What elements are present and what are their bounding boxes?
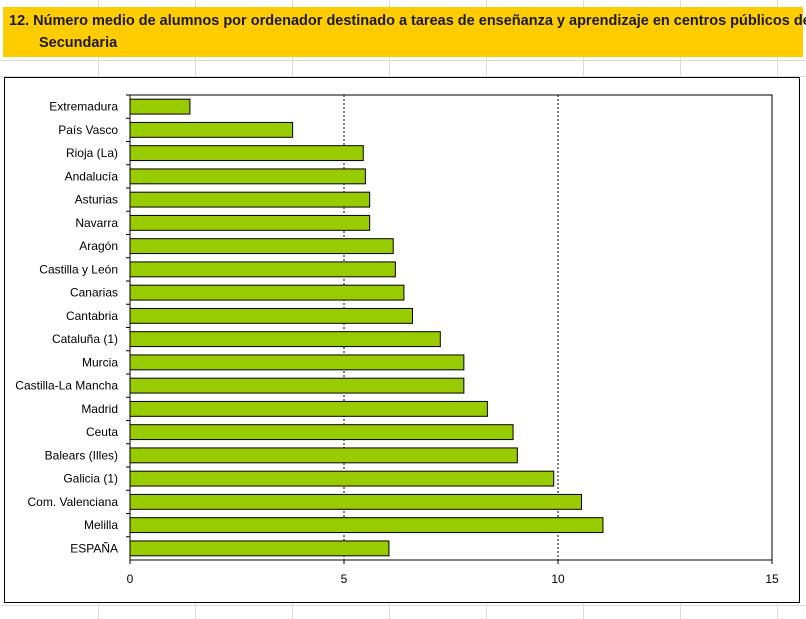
bar <box>129 354 465 371</box>
sheet-row-line <box>0 76 806 77</box>
category-label: Castilla y León <box>39 262 118 276</box>
chart-title: 12. Número medio de alumnos por ordenado… <box>9 13 806 51</box>
plot-area <box>129 94 773 561</box>
sheet-row-line <box>0 60 806 61</box>
bar <box>129 168 366 185</box>
bar <box>129 307 413 324</box>
bar <box>129 98 191 115</box>
sheet-row-line <box>0 605 806 606</box>
category-label: Murcia <box>82 355 118 369</box>
bar <box>129 238 394 255</box>
bar <box>129 331 441 348</box>
bar <box>129 493 583 510</box>
bar <box>129 284 405 301</box>
category-label: Extremadura <box>49 100 118 114</box>
category-label: Melilla <box>84 518 118 532</box>
category-label: ESPAÑA <box>70 541 118 555</box>
x-tick-label: 15 <box>765 572 779 586</box>
bar-chart: Extremadura País Vasco Rioja (La) Andalucía… <box>15 94 779 586</box>
bar <box>129 400 488 417</box>
category-label: Balears (Illes) <box>45 448 118 462</box>
category-label: Cataluña (1) <box>52 332 118 346</box>
x-tick-label: 0 <box>127 572 134 586</box>
bar <box>129 447 518 464</box>
bar <box>129 377 465 394</box>
title-cell[interactable]: 12. Número medio de alumnos por ordenado… <box>3 7 806 57</box>
category-label: Ceuta <box>86 425 118 439</box>
bar <box>129 424 514 441</box>
x-tick-label: 5 <box>341 572 348 586</box>
x-tick-label: 10 <box>551 572 565 586</box>
bar <box>129 145 364 162</box>
bar <box>129 470 555 487</box>
category-label: Com. Valenciana <box>28 495 119 509</box>
chart-area[interactable]: Extremadura País Vasco Rioja (La) Andalucía… <box>4 77 800 603</box>
category-label: Castilla-La Mancha <box>15 379 118 393</box>
category-label: Galicia (1) <box>63 472 118 486</box>
bar <box>129 540 390 557</box>
bar <box>129 517 604 534</box>
category-label: País Vasco <box>58 123 118 137</box>
category-label: Andalucía <box>65 169 119 183</box>
bar <box>129 121 294 138</box>
category-label: Canarias <box>70 286 118 300</box>
category-label: Cantabria <box>66 309 118 323</box>
bar <box>129 261 396 278</box>
category-label: Aragón <box>79 239 118 253</box>
category-label: Navarra <box>75 216 118 230</box>
bar <box>129 214 371 231</box>
category-label: Asturias <box>75 193 118 207</box>
bar <box>129 191 371 208</box>
category-label: Rioja (La) <box>66 146 118 160</box>
category-label: Madrid <box>81 402 118 416</box>
